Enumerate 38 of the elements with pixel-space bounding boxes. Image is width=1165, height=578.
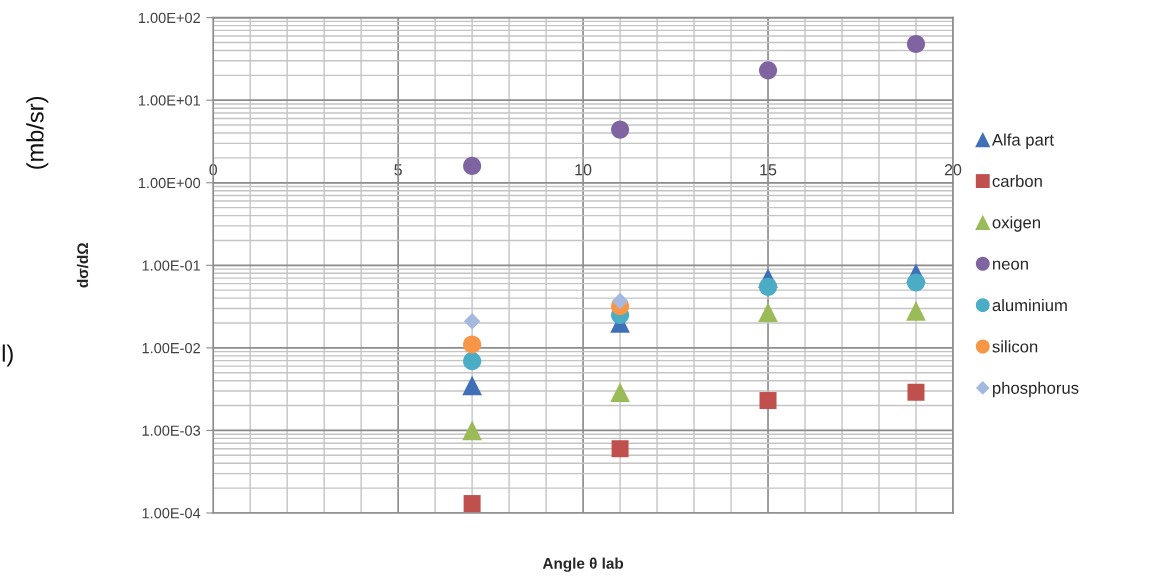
point: [907, 383, 925, 401]
y-tick-label: 1.00E+00: [138, 177, 201, 189]
y-tick-label: 1.00E-03: [142, 425, 201, 436]
point: [758, 61, 778, 80]
point: [463, 156, 482, 175]
y-axis-title: dσ/dΩ: [76, 243, 89, 288]
point: [462, 420, 482, 441]
point: [906, 301, 926, 321]
legend-label: carbon: [992, 174, 1042, 188]
point: [463, 335, 482, 354]
x-axis-title: Angle θ lab: [542, 557, 624, 572]
legend-label: silicon: [992, 340, 1038, 353]
point: [611, 120, 630, 139]
point: [906, 273, 926, 292]
point: [463, 495, 481, 513]
text: (mb/sr): [26, 97, 49, 169]
point: [462, 375, 482, 396]
point: [759, 392, 777, 410]
legend-label: phosphorus: [993, 381, 1079, 398]
point: [758, 302, 778, 323]
point: [463, 352, 482, 371]
legend-label: neon: [993, 260, 1028, 270]
legend-label: oxigen: [992, 216, 1040, 232]
point: [906, 34, 926, 53]
point: [611, 292, 629, 310]
x-tick-label: 15: [760, 164, 777, 176]
text: l): [2, 344, 13, 367]
y-tick-label: 1.00E+02: [138, 12, 200, 24]
point: [463, 313, 481, 330]
y-tick-label: 1.00E-01: [142, 260, 200, 271]
legend-label: Alfa part: [991, 133, 1054, 149]
y-tick-label: 1.00E-04: [142, 508, 201, 519]
point: [611, 440, 629, 458]
point: [610, 382, 630, 403]
point: [758, 277, 778, 296]
y-tick-label: 1.00E-02: [142, 342, 200, 354]
legend-label: aluminium: [992, 298, 1067, 312]
y-tick-label: 1.00E+01: [138, 95, 200, 106]
